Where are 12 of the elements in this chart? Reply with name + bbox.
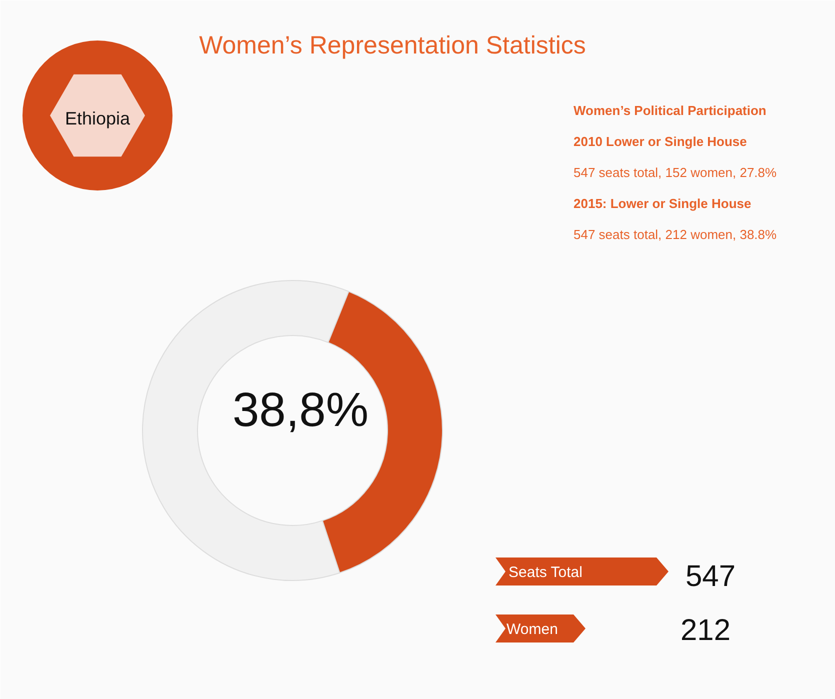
text: 212 [680,614,731,647]
text: Women’s Political Participation [574,103,766,118]
text: 38,8% [232,384,369,437]
text: 547 seats total, 212 women, 38.8% [574,227,778,242]
text: Ethiopia [64,108,132,128]
chart-title: Women’s Representation Statistics [199,32,586,60]
text: Women [506,621,558,638]
text: 547 seats total, 152 women, 27.8% [574,165,778,180]
text: 2015: Lower or Single House [574,196,752,211]
text: 547 [686,560,736,593]
text: 2010 Lower or Single House [574,134,747,149]
text: Seats Total [508,564,582,581]
